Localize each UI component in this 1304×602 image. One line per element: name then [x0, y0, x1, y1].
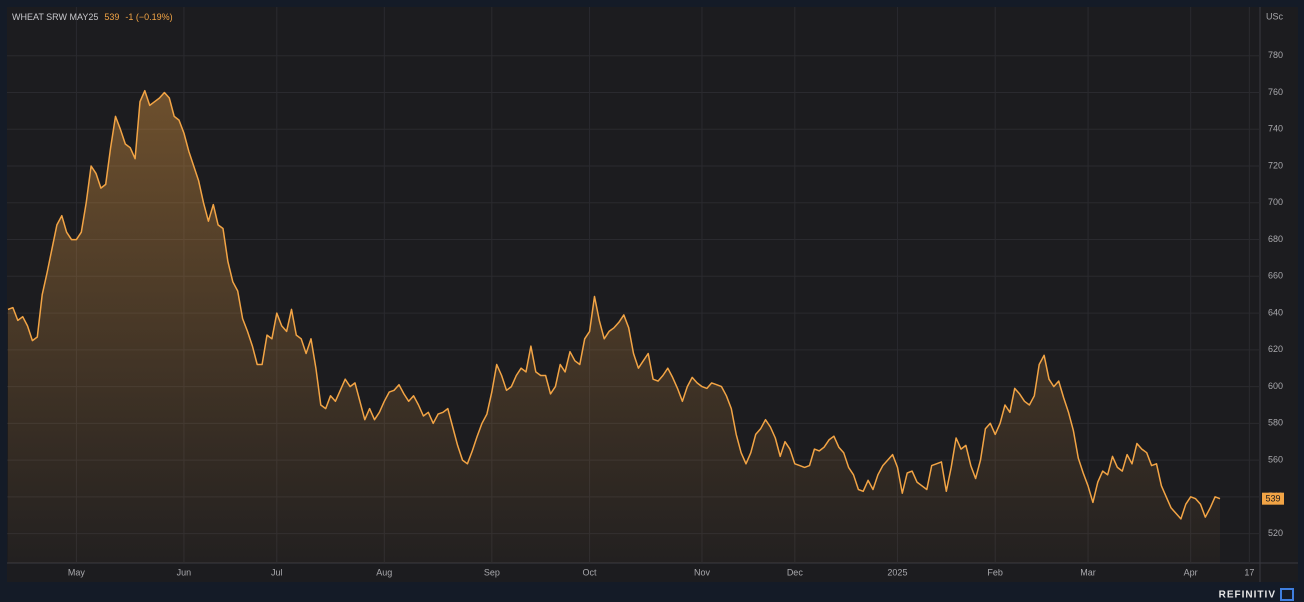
y-tick-label: 580 — [1268, 418, 1283, 428]
y-tick-label: 760 — [1268, 87, 1283, 97]
y-tick-label: 520 — [1268, 528, 1283, 538]
brand: REFINITIV — [1219, 590, 1276, 601]
x-tick-label: Nov — [694, 567, 711, 577]
price-tag-label: 539 — [1265, 494, 1280, 504]
y-tick-label: 660 — [1268, 271, 1283, 281]
x-tick-label: Jun — [177, 567, 192, 577]
y-tick-label: 700 — [1268, 197, 1283, 207]
y-tick-label: 640 — [1268, 307, 1283, 317]
brand-logo — [1280, 588, 1294, 601]
x-tick-label: Mar — [1080, 567, 1096, 577]
y-tick-label: 780 — [1268, 50, 1283, 60]
x-tick-label: 2025 — [887, 567, 907, 577]
y-tick-label: 740 — [1268, 124, 1283, 134]
x-tick-label: Dec — [787, 567, 804, 577]
y-unit: USc — [1266, 11, 1284, 21]
plot — [7, 89, 1221, 563]
price-line — [7, 89, 1221, 520]
area — [8, 90, 1220, 563]
symbol: WHEAT SRW MAY25 — [12, 12, 98, 22]
y-tick-label: 600 — [1268, 381, 1283, 391]
x-tick-label: 17 — [1244, 567, 1254, 577]
last-price: 539 — [104, 12, 119, 22]
y-tick-label: 620 — [1268, 344, 1283, 354]
x-tick-label: Apr — [1184, 567, 1198, 577]
x-tick-label: Feb — [987, 567, 1003, 577]
x-tick-label: Jul — [271, 567, 283, 577]
x-tick-label: May — [68, 567, 86, 577]
header: WHEAT SRW MAY25 539 -1 (−0.19%) — [12, 12, 173, 22]
x-tick-label: Aug — [376, 567, 392, 577]
y-tick-label: 560 — [1268, 454, 1283, 464]
y-tick-label: 720 — [1268, 160, 1283, 170]
price-tag — [1262, 492, 1284, 505]
change: -1 (−0.19%) — [125, 12, 172, 22]
x-tick-label: Oct — [583, 567, 598, 577]
y-tick-label: 680 — [1268, 234, 1283, 244]
x-tick-label: Sep — [484, 567, 500, 577]
